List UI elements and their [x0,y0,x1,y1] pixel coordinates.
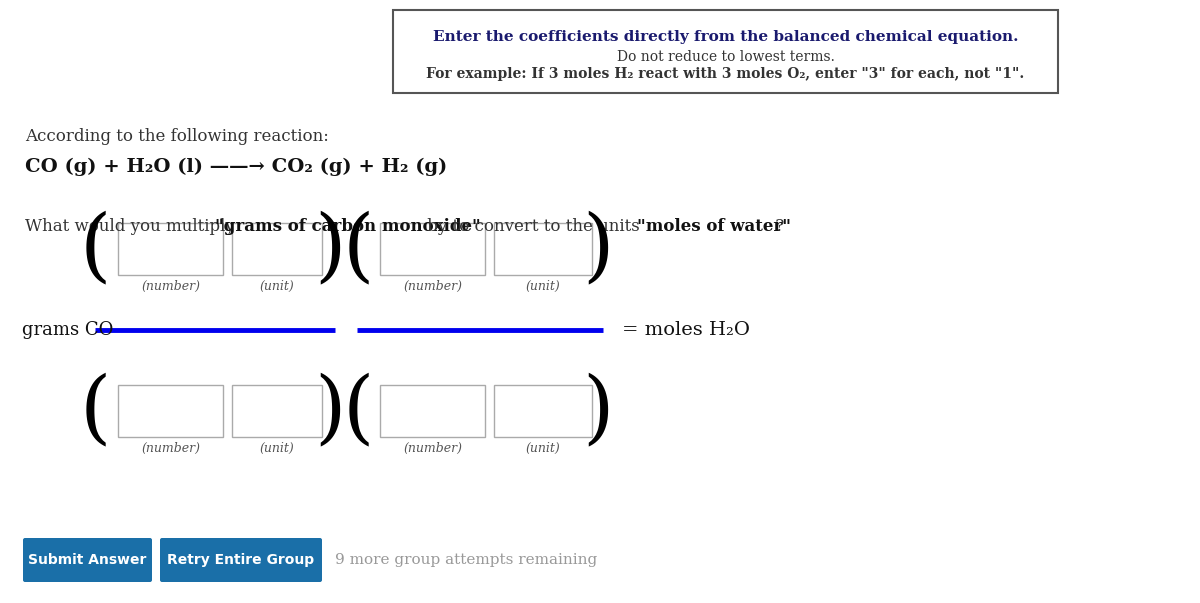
FancyBboxPatch shape [232,385,322,437]
FancyBboxPatch shape [118,223,223,275]
Text: (unit): (unit) [259,280,294,293]
Text: "grams of carbon monoxide": "grams of carbon monoxide" [215,218,481,235]
Text: ?: ? [770,218,785,235]
Text: (number): (number) [403,442,462,455]
Text: ): ) [582,372,613,450]
Text: (number): (number) [403,280,462,293]
Text: For example: If 3 moles H₂ react with 3 moles O₂, enter "3" for each, not "1".: For example: If 3 moles H₂ react with 3 … [426,67,1025,81]
FancyBboxPatch shape [23,538,152,582]
Text: What would you multiply: What would you multiply [25,218,240,235]
FancyBboxPatch shape [494,385,592,437]
Text: CO (g) + H₂O (l) ——→ CO₂ (g) + H₂ (g): CO (g) + H₂O (l) ——→ CO₂ (g) + H₂ (g) [25,158,448,176]
Text: ): ) [314,210,346,288]
FancyBboxPatch shape [160,538,322,582]
Text: (unit): (unit) [259,442,294,455]
Text: (: ( [342,372,373,450]
Text: "moles of water": "moles of water" [637,218,791,235]
Text: Submit Answer: Submit Answer [29,553,146,567]
Text: ): ) [582,210,613,288]
Text: (number): (number) [142,280,200,293]
Text: Enter the coefficients directly from the balanced chemical equation.: Enter the coefficients directly from the… [433,30,1019,44]
FancyBboxPatch shape [232,223,322,275]
Text: According to the following reaction:: According to the following reaction: [25,128,329,145]
Text: (unit): (unit) [526,442,560,455]
Text: Retry Entire Group: Retry Entire Group [168,553,314,567]
Text: (unit): (unit) [526,280,560,293]
Text: (number): (number) [142,442,200,455]
Text: ): ) [314,372,346,450]
Text: (: ( [79,210,110,288]
Text: 9 more group attempts remaining: 9 more group attempts remaining [335,553,598,567]
Text: grams CO: grams CO [22,321,113,339]
FancyBboxPatch shape [380,385,485,437]
Text: (: ( [79,372,110,450]
Text: by to convert to the units: by to convert to the units [422,218,646,235]
FancyBboxPatch shape [394,10,1058,93]
FancyBboxPatch shape [380,223,485,275]
FancyBboxPatch shape [118,385,223,437]
Text: Do not reduce to lowest terms.: Do not reduce to lowest terms. [617,50,834,64]
FancyBboxPatch shape [494,223,592,275]
Text: (: ( [342,210,373,288]
Text: = moles H₂O: = moles H₂O [622,321,750,339]
